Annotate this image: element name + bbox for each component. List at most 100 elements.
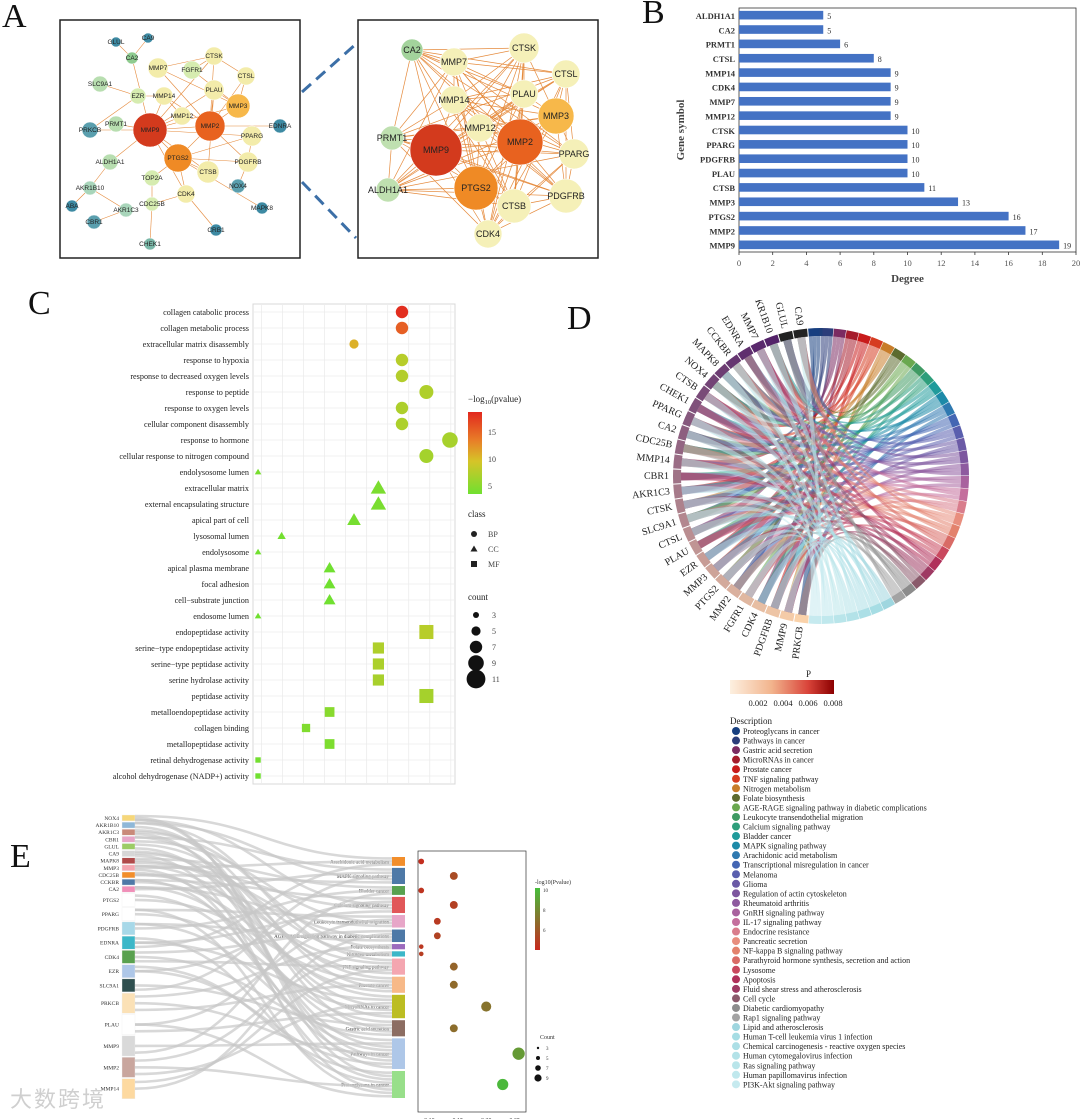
network-node	[400, 38, 424, 62]
chord-pathway-arc	[956, 437, 967, 452]
network-node	[154, 86, 174, 106]
enrichment-count-label: 3	[546, 1047, 549, 1052]
desc-legend-label: Fluid shear stress and atherosclerosis	[743, 985, 862, 994]
sankey-pathway-node	[392, 944, 405, 950]
go-point-mf	[372, 642, 384, 654]
chord-ribbon	[722, 354, 895, 582]
go-point-mf	[324, 707, 335, 717]
sankey-gene-node	[121, 992, 136, 1014]
sankey-pathway-node	[392, 1020, 405, 1037]
desc-legend-swatch	[732, 1061, 740, 1070]
chord-pathway-arc	[868, 336, 884, 349]
chord-ribbon	[783, 339, 895, 597]
network-edge	[177, 157, 263, 209]
go-point-mf	[372, 658, 384, 670]
go-term-label: focal adhesion	[201, 580, 249, 589]
chord-gene-arc	[696, 551, 711, 568]
network-node-label: MAPK8	[251, 205, 273, 212]
network-node-label: GLUL	[108, 39, 125, 46]
p-legend-bar	[730, 680, 834, 694]
chord-gene-arc	[705, 563, 721, 579]
degree-bar	[739, 226, 1026, 235]
go-term-label: serine hydrolase activity	[169, 676, 250, 685]
sankey-gene-label: CDC25B	[99, 873, 120, 879]
kegg-chord-diagram: PRKCBMMP9PDGFRBCDK4FGFR1MMP2PTGS2MMP3EZR…	[632, 300, 969, 660]
degree-bar-chart: ALDH1A1 5 CA2 5 PRMT1 6 CTSL 8 MMP14 9 CDK4 9 MMP7 9 M…	[675, 7, 1080, 285]
degree-bar	[739, 25, 824, 34]
sankey-gene-node	[121, 836, 136, 843]
enrichment-count-symbol	[534, 1074, 542, 1082]
network-node	[82, 180, 98, 196]
degree-bar	[739, 211, 1009, 221]
network-node-label: PRMT1	[105, 121, 127, 128]
go-term-label: cell−substrate junction	[175, 596, 249, 605]
chord-ribbon	[690, 417, 959, 505]
go-term-label: response to hypoxia	[184, 356, 250, 365]
network-node	[132, 112, 168, 148]
degree-value-label: 10	[912, 156, 920, 165]
network-node-label: CTSB	[199, 169, 216, 176]
enrichment-dot	[418, 858, 425, 865]
desc-legend-swatch	[732, 984, 740, 993]
network-node-label: CTSL	[238, 73, 255, 80]
sankey-gene-label: CCKBR	[100, 880, 119, 886]
desc-legend-label: Rap1 signaling pathway	[743, 1014, 820, 1023]
go-term-label: endopeptidase activity	[176, 628, 250, 637]
chord-pathway-arc	[935, 546, 950, 561]
chord-pathway-arc	[833, 613, 847, 624]
desc-legend-label: Glioma	[743, 880, 767, 889]
chord-pathway-arc	[808, 328, 821, 337]
go-term-label: peptidase activity	[191, 692, 249, 701]
degree-bar	[739, 240, 1060, 250]
network-node	[204, 46, 224, 66]
sankey-gene-node	[121, 950, 136, 964]
go-class-label: BP	[488, 530, 498, 539]
sankey-flow	[134, 857, 393, 889]
degree-bar	[739, 96, 891, 106]
sankey-pathway-node	[392, 929, 405, 943]
go-point-bp	[395, 353, 409, 367]
desc-legend-swatch	[732, 937, 740, 946]
sankey-gene-label: CBR1	[105, 837, 119, 843]
network-node	[473, 219, 503, 249]
network-node-label: MMP9	[141, 127, 160, 134]
panel-label-a: A	[2, 0, 27, 35]
chord-pathway-arc	[958, 450, 969, 464]
degree-category-label: MMP9	[710, 241, 736, 251]
go-term-label: serine−type peptidase activity	[151, 660, 250, 669]
chord-pathway-arc	[808, 615, 821, 624]
enrichment-dot	[433, 932, 441, 940]
enrichment-dot	[418, 887, 425, 894]
desc-legend-label: NF-kappa B signaling pathway	[743, 947, 843, 956]
network-node	[129, 87, 147, 105]
sankey-pathway-node	[392, 951, 405, 957]
desc-legend-label: Human cytomegalovirus infection	[743, 1052, 852, 1061]
degree-value-label: 17	[1029, 227, 1037, 236]
desc-legend-label: Nitrogen metabolism	[743, 784, 812, 793]
network-edge	[387, 47, 525, 191]
sankey-gene-label: PRKCB	[101, 1001, 119, 1007]
network-edge	[387, 189, 515, 207]
degree-value-label: 10	[912, 170, 920, 179]
sankey-pathway-node	[392, 994, 405, 1019]
chord-pathway-arc	[948, 523, 961, 539]
panel-label-d: D	[567, 300, 592, 337]
sankey-flow	[134, 969, 393, 1066]
network-node	[86, 214, 102, 230]
enrichment-dot	[449, 962, 458, 971]
go-point-bp	[419, 449, 434, 463]
degree-category-label: MMP12	[705, 111, 735, 121]
network-edge	[391, 61, 455, 139]
desc-legend-label: TNF signaling pathway	[743, 775, 819, 784]
go-point-cc	[254, 548, 262, 555]
sankey-pathway-node	[392, 896, 405, 914]
network-node-label: MMP7	[441, 57, 467, 67]
chord-gene-label: MMP14	[636, 452, 670, 466]
go-term-label: collagen binding	[194, 724, 249, 733]
network-node-label: PPARG	[559, 149, 590, 159]
chord-gene-label: MMP9	[773, 622, 790, 652]
degree-tick-label: 0	[737, 258, 741, 268]
chord-ribbon	[681, 481, 961, 495]
chord-gene-arc	[682, 411, 696, 427]
